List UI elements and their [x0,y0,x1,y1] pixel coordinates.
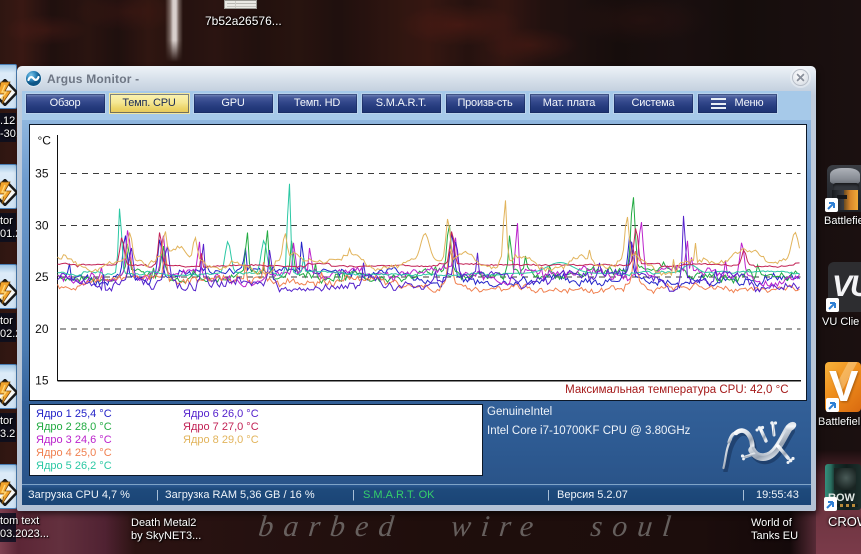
svg-text:Максимальная температура CPU:: Максимальная температура CPU: 42,0 °C [565,384,788,396]
svg-text:30: 30 [35,219,49,233]
svg-text:25: 25 [35,270,49,284]
svg-text:°C: °C [38,134,52,148]
svg-text:20: 20 [35,322,49,336]
svg-text:35: 35 [35,167,49,181]
svg-text:15: 15 [35,374,49,388]
